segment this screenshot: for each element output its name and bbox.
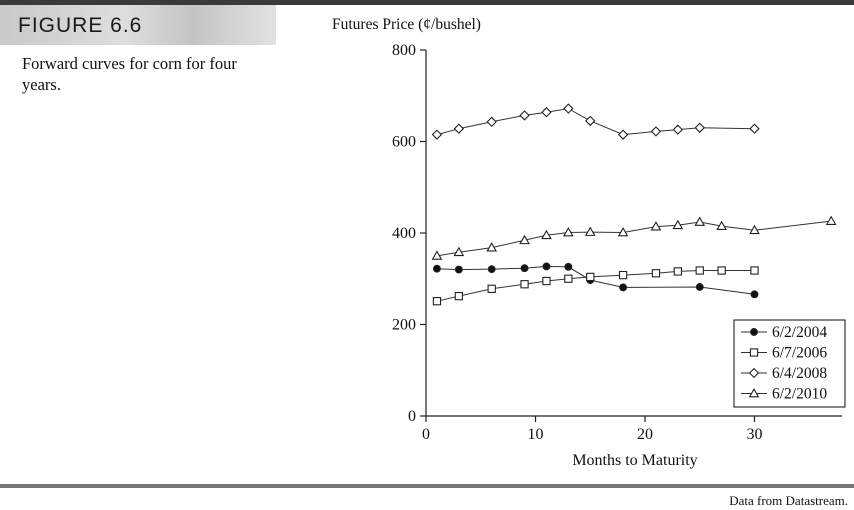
y-tick-label: 400 [392,225,416,242]
data-point [695,266,704,275]
x-tick-label: 30 [747,426,763,443]
data-point [486,116,497,128]
data-point [672,124,684,135]
legend-label: 6/4/2008 [772,365,827,382]
data-point [586,272,595,282]
legend-label: 6/2/2010 [772,386,827,403]
data-point [619,283,628,292]
data-point [694,122,705,133]
data-point [486,242,498,252]
figure-label-box: FIGURE 6.6 [0,5,276,45]
data-point [453,246,465,257]
data-point [584,226,596,236]
series-line [436,270,755,302]
data-point [617,129,629,140]
data-point [541,107,552,118]
x-tick-label: 10 [528,426,544,443]
data-point [564,274,573,283]
series-2 [432,266,759,306]
data-point [432,297,442,306]
data-point [716,220,727,230]
data-point [650,126,662,137]
data-point [563,227,574,237]
data-point [749,123,760,134]
data-point [672,219,684,230]
data-point [487,265,496,274]
x-axis-title: Months to Maturity [572,452,697,469]
data-point [585,115,596,127]
series-4 [431,215,837,260]
data-point [431,250,443,260]
data-point [542,276,551,286]
series-line [436,265,755,295]
data-point [694,216,706,226]
data-point [431,129,443,140]
data-point [541,229,552,240]
legend-label: 6/7/2006 [772,345,827,362]
series-1 [433,262,759,299]
data-point [617,227,629,237]
series-layer [431,103,837,306]
data-point [454,265,463,274]
data-point [453,123,465,134]
data-point [563,103,574,114]
y-tick-label: 200 [392,317,416,334]
data-point [520,264,529,273]
bottom-rule [0,484,854,488]
legend-marker [750,328,758,336]
legend: 6/2/2004 6/7/2006 6/4/2008 6/2/2010 [733,319,846,408]
y-axis-title: Futures Price (¢/bushel) [332,16,481,33]
data-point [717,266,726,275]
y-tick-label: 800 [392,42,416,59]
data-point [520,280,529,289]
data-point [564,262,573,271]
figure-caption: Forward curves for corn for four years. [22,54,237,94]
top-rule [0,0,854,5]
data-point [651,269,661,278]
y-tick-label: 0 [408,408,416,425]
legend-marker [748,367,760,379]
series-3 [431,103,760,140]
y-tick-label: 600 [392,134,416,151]
series-line [436,220,832,257]
legend-marker [748,387,760,398]
data-point [542,262,551,271]
series-line [436,108,755,136]
legend-marker [749,348,759,357]
x-tick-label: 20 [637,426,653,443]
figure-label: FIGURE 6.6 [18,14,143,37]
data-point [673,267,682,276]
data-point [650,221,662,231]
data-point [519,234,530,245]
data-point [695,283,704,291]
data-point [519,110,530,121]
axes: 0 200 400 600 800 0 10 20 30 [392,42,843,443]
data-point [487,284,496,293]
data-point [750,290,759,299]
corn-forward-curves-chart: Futures Price (¢/bushel) Months to Matur… [332,16,846,469]
data-point [618,270,628,280]
legend-label: 6/2/2004 [772,324,827,341]
data-point [749,224,760,235]
data-point [433,264,441,273]
data-point [825,215,837,225]
data-source-note: Data from Datastream. [729,493,848,508]
x-tick-label: 0 [422,426,430,443]
data-point [454,291,463,301]
data-point [750,266,759,275]
